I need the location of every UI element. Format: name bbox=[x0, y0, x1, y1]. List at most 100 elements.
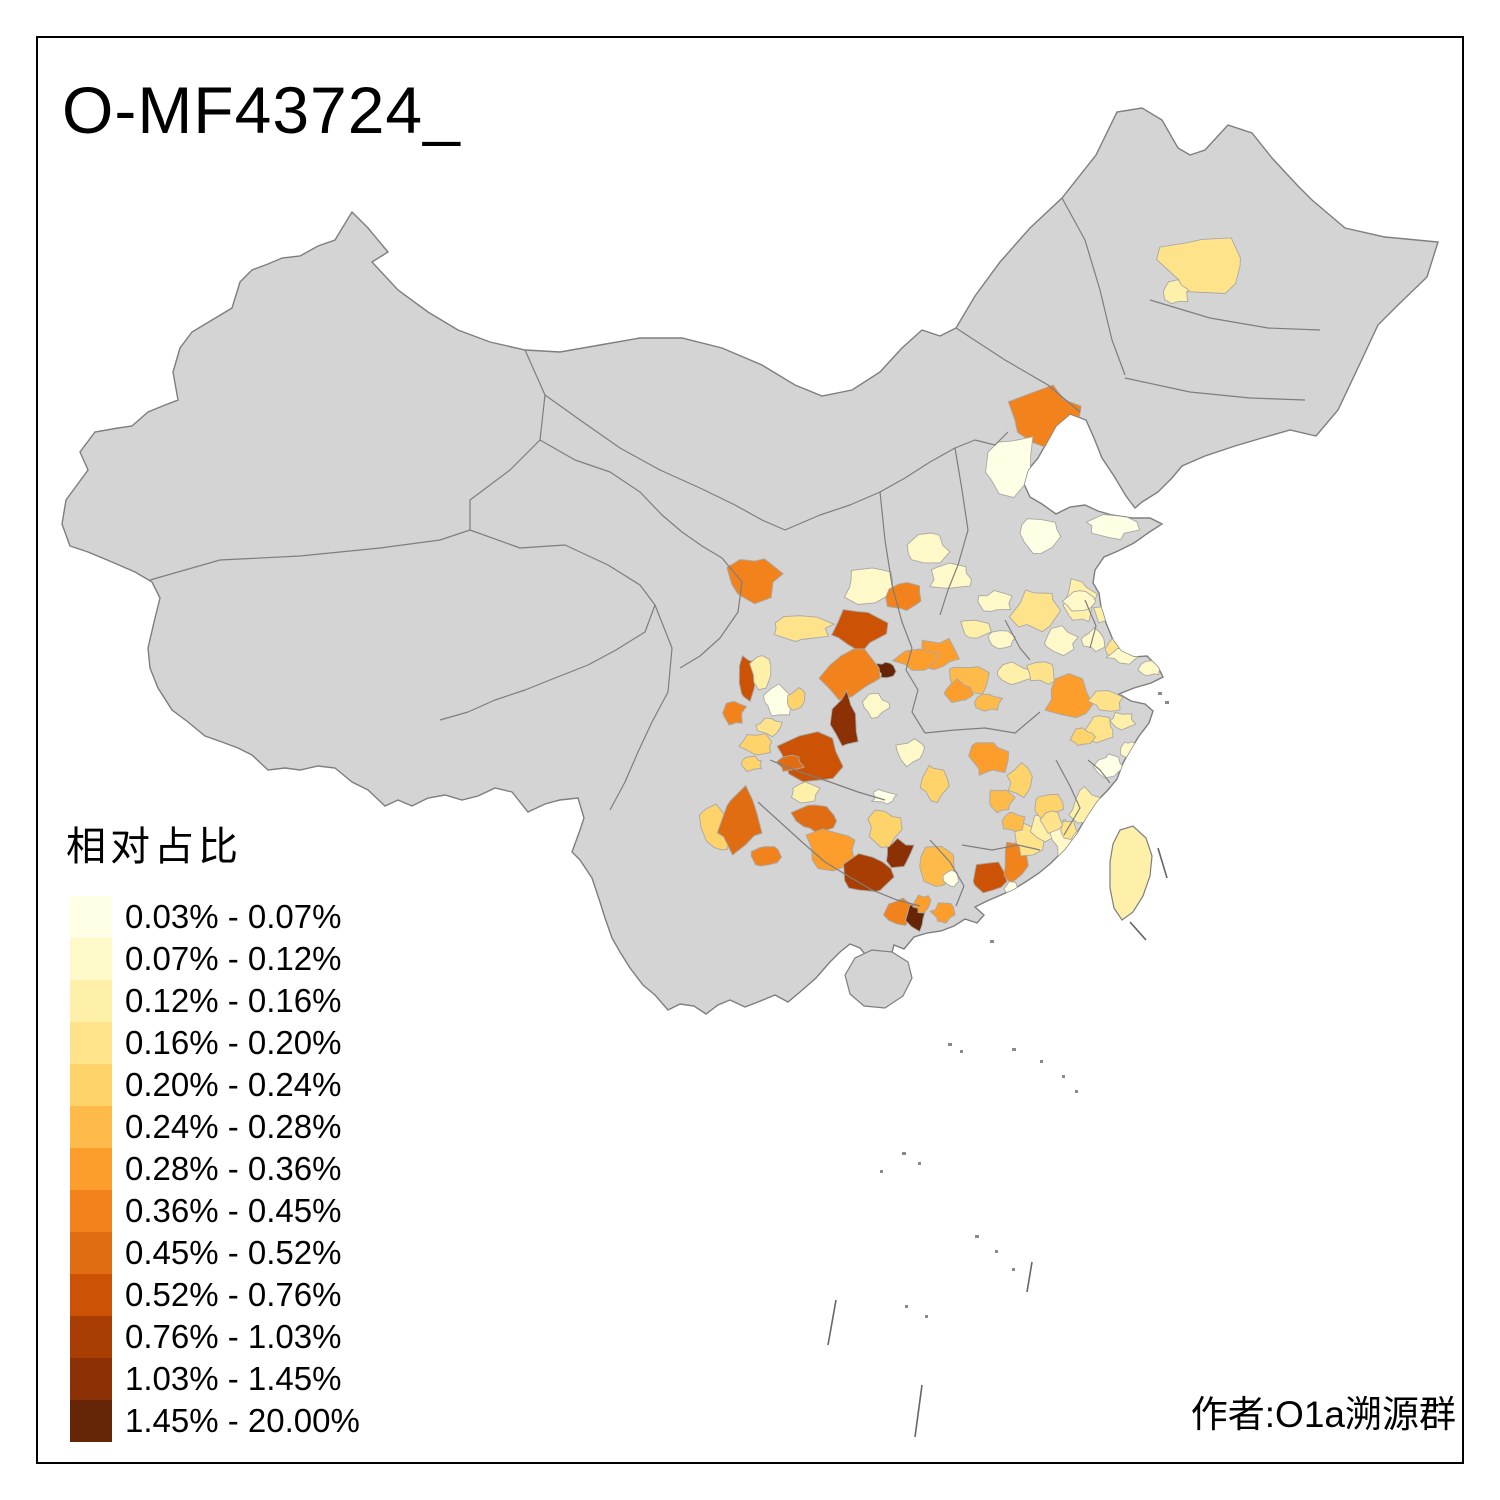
prefecture-region bbox=[1043, 625, 1080, 657]
legend-item: 0.28% - 0.36% bbox=[70, 1148, 360, 1190]
legend-swatch bbox=[70, 1022, 112, 1064]
legend-label: 0.28% - 0.36% bbox=[125, 1150, 342, 1187]
south-china-sea-islands bbox=[827, 692, 1169, 1438]
prefecture-region bbox=[786, 687, 806, 711]
colored-prefecture-regions bbox=[698, 237, 1241, 933]
legend-label: 0.20% - 0.24% bbox=[125, 1066, 342, 1103]
prefecture-region bbox=[750, 846, 783, 867]
legend-label: 0.45% - 0.52% bbox=[125, 1234, 342, 1271]
prefecture-region bbox=[1109, 711, 1137, 731]
legend-label: 1.45% - 20.00% bbox=[125, 1402, 360, 1439]
prefecture-region bbox=[829, 689, 859, 747]
prefecture-region bbox=[1019, 518, 1062, 555]
prefecture-region bbox=[716, 784, 763, 856]
prefecture-region bbox=[1156, 237, 1241, 294]
prefecture-region bbox=[1080, 626, 1106, 653]
legend-swatch bbox=[70, 896, 112, 938]
prefecture-region bbox=[1039, 810, 1064, 835]
legend-swatch bbox=[70, 938, 112, 980]
prefecture-region bbox=[773, 615, 835, 643]
legend-label: 1.03% - 1.45% bbox=[125, 1360, 342, 1397]
prefecture-region bbox=[1006, 761, 1033, 799]
prefecture-region bbox=[987, 630, 1017, 649]
legend-swatch bbox=[70, 980, 112, 1022]
prefecture-region bbox=[1008, 589, 1062, 633]
prefecture-region bbox=[722, 700, 748, 726]
prefecture-region bbox=[738, 733, 773, 756]
prefecture-region bbox=[906, 532, 951, 564]
prefecture-region bbox=[1092, 753, 1125, 779]
legend-item: 0.07% - 0.12% bbox=[70, 938, 360, 980]
province-boundaries bbox=[149, 197, 1321, 907]
prefecture-region bbox=[886, 837, 915, 869]
prefecture-region bbox=[960, 619, 992, 639]
legend-label: 0.12% - 0.16% bbox=[125, 982, 342, 1019]
legend-item: 0.20% - 0.24% bbox=[70, 1064, 360, 1106]
prefecture-region bbox=[929, 562, 972, 589]
prefecture-region bbox=[972, 861, 1008, 894]
prefecture-region bbox=[763, 683, 793, 717]
legend-item: 0.16% - 0.20% bbox=[70, 1022, 360, 1064]
prefecture-region bbox=[1087, 690, 1124, 712]
legend-swatch bbox=[70, 1190, 112, 1232]
prefecture-region bbox=[1001, 811, 1026, 832]
legend-swatch bbox=[70, 1064, 112, 1106]
legend-swatch bbox=[70, 1232, 112, 1274]
prefecture-region bbox=[942, 869, 960, 888]
legend-swatch bbox=[70, 1316, 112, 1358]
prefecture-region bbox=[929, 902, 956, 924]
hainan-island bbox=[844, 949, 913, 1009]
prefecture-region bbox=[740, 755, 763, 773]
prefecture-region bbox=[885, 581, 922, 611]
legend-title: 相对占比 bbox=[66, 825, 242, 869]
prefecture-region bbox=[1026, 661, 1055, 685]
attribution: 作者:O1a溯源群 bbox=[1190, 1394, 1456, 1435]
prefecture-region bbox=[891, 648, 941, 671]
prefecture-region bbox=[698, 803, 731, 851]
legend-item: 0.24% - 0.28% bbox=[70, 1106, 360, 1148]
legend-label: 0.16% - 0.20% bbox=[125, 1024, 342, 1061]
legend-swatch bbox=[70, 1106, 112, 1148]
legend: 相对占比 0.03% - 0.07% 0.07% - 0.12% 0.12% - 0… bbox=[66, 814, 360, 1442]
legend-swatch bbox=[70, 1400, 112, 1442]
legend-item: 0.52% - 0.76% bbox=[70, 1274, 360, 1316]
prefecture-region bbox=[919, 764, 950, 804]
prefecture-region bbox=[985, 436, 1034, 499]
prefecture-region bbox=[968, 742, 1010, 776]
legend-label: 0.03% - 0.07% bbox=[125, 898, 342, 935]
prefecture-region bbox=[977, 590, 1013, 612]
map-title: O-MF43724_ bbox=[62, 73, 461, 147]
legend-label: 0.24% - 0.28% bbox=[125, 1108, 342, 1145]
legend-item: 0.03% - 0.07% bbox=[70, 896, 360, 938]
legend-swatch bbox=[70, 1148, 112, 1190]
legend-label: 0.36% - 0.45% bbox=[125, 1192, 342, 1229]
legend-item: 1.03% - 1.45% bbox=[70, 1358, 360, 1400]
prefecture-region bbox=[989, 789, 1016, 814]
taiwan-island bbox=[1109, 825, 1153, 921]
prefecture-region bbox=[943, 678, 974, 704]
legend-swatch bbox=[70, 1274, 112, 1316]
prefecture-region bbox=[1162, 279, 1190, 305]
prefecture-region bbox=[974, 693, 1004, 712]
prefecture-region bbox=[818, 648, 881, 701]
prefecture-region bbox=[1044, 673, 1094, 719]
legend-item: 1.45% - 20.00% bbox=[70, 1400, 360, 1442]
prefecture-region bbox=[755, 717, 783, 738]
prefecture-region bbox=[843, 567, 894, 605]
legend-swatch bbox=[70, 1358, 112, 1400]
legend-item: 0.76% - 1.03% bbox=[70, 1316, 360, 1358]
prefecture-region bbox=[1085, 514, 1141, 541]
prefecture-region bbox=[861, 692, 891, 719]
legend-item: 0.36% - 0.45% bbox=[70, 1190, 360, 1232]
prefecture-region bbox=[867, 809, 903, 848]
prefecture-region bbox=[790, 781, 821, 804]
prefecture-region bbox=[1069, 727, 1097, 746]
legend-label: 0.52% - 0.76% bbox=[125, 1276, 342, 1313]
prefecture-region bbox=[1068, 439, 1094, 472]
prefecture-region bbox=[895, 738, 925, 768]
legend-label: 0.07% - 0.12% bbox=[125, 940, 342, 977]
legend-item: 0.12% - 0.16% bbox=[70, 980, 360, 1022]
legend-item: 0.45% - 0.52% bbox=[70, 1232, 360, 1274]
